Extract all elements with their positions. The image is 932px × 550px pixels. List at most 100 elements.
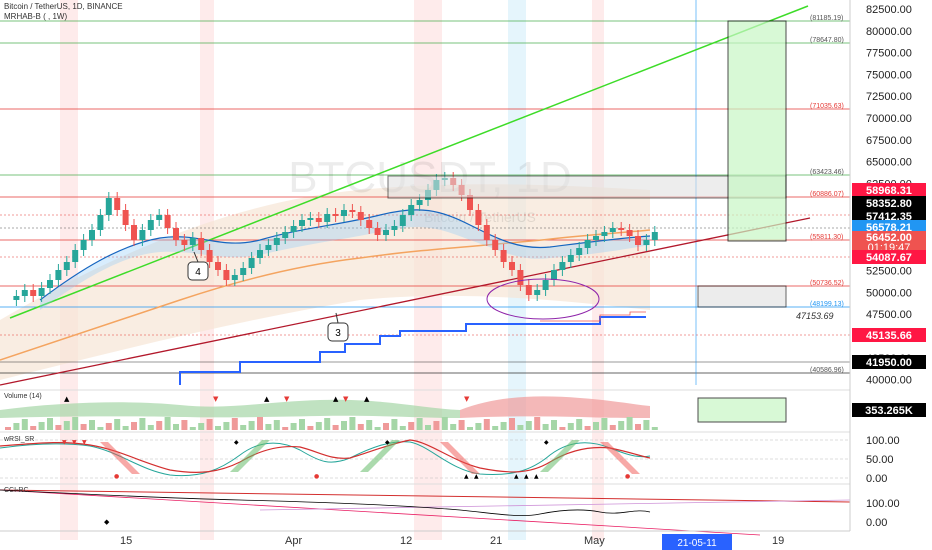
candle-body[interactable]: [13, 296, 20, 300]
candle-body[interactable]: [30, 290, 37, 296]
candle-body[interactable]: [626, 230, 633, 236]
support-box[interactable]: [697, 285, 787, 308]
volume-bar: [206, 419, 213, 430]
candle-body[interactable]: [542, 280, 549, 290]
candle-body[interactable]: [206, 250, 213, 262]
candle-body[interactable]: [265, 245, 272, 250]
time-axis[interactable]: 15 Apr 12 21 May 19: [120, 535, 784, 547]
candle-body[interactable]: [21, 290, 28, 296]
red-trendline[interactable]: [0, 217, 811, 386]
candle-body[interactable]: [576, 248, 583, 255]
candle-body[interactable]: [97, 215, 104, 230]
current-date-badge: [662, 534, 732, 550]
candle-body[interactable]: [500, 250, 507, 262]
volume-bar: [584, 426, 591, 430]
candle-body[interactable]: [122, 210, 129, 225]
wave-4-callout[interactable]: 4: [187, 251, 209, 281]
candle-body[interactable]: [341, 210, 347, 216]
price-tick: 77500.00: [866, 48, 912, 60]
candle-body[interactable]: [38, 288, 45, 296]
candle-body[interactable]: [534, 290, 541, 295]
level-label-47153: 47153.69: [796, 311, 834, 321]
wave-4-label: 4: [195, 267, 201, 278]
candle-body[interactable]: [567, 255, 574, 262]
candle-body[interactable]: [240, 268, 247, 275]
candle-body[interactable]: [198, 238, 205, 250]
candle-body[interactable]: [483, 225, 490, 240]
candle-body[interactable]: [643, 240, 650, 245]
candle-body[interactable]: [374, 228, 381, 235]
candle-body[interactable]: [290, 226, 297, 232]
candle-body[interactable]: [147, 220, 154, 230]
candle-body[interactable]: [416, 200, 423, 205]
resistance-box[interactable]: [387, 175, 787, 199]
candle-body[interactable]: [366, 220, 373, 228]
candlesticks[interactable]: [13, 172, 658, 306]
candle-body[interactable]: [525, 285, 532, 295]
candle-body[interactable]: [315, 218, 322, 222]
candle-body[interactable]: [231, 275, 238, 280]
volume-bar: [55, 425, 62, 430]
candle-body[interactable]: [618, 228, 625, 230]
candle-body[interactable]: [332, 214, 339, 216]
candle-body[interactable]: [517, 270, 524, 285]
chart-title[interactable]: Bitcoin / TetherUS, 1D, BINANCE: [4, 2, 123, 11]
candle-body[interactable]: [80, 240, 87, 250]
volume-bar: [63, 421, 70, 430]
candle-body[interactable]: [173, 228, 179, 240]
volume-bar: [315, 422, 322, 430]
candle-body[interactable]: [156, 215, 163, 220]
svg-text:▼: ▼: [343, 395, 349, 403]
candle-body[interactable]: [509, 262, 515, 270]
candle-body[interactable]: [47, 280, 53, 288]
candle-body[interactable]: [105, 198, 112, 215]
candle-body[interactable]: [282, 232, 289, 238]
candle-body[interactable]: [584, 240, 591, 248]
wave-3-callout[interactable]: 3: [327, 312, 349, 342]
candle-body[interactable]: [601, 232, 608, 236]
candle-body[interactable]: [609, 228, 616, 232]
candle-body[interactable]: [114, 198, 121, 210]
green-trendline[interactable]: [9, 5, 809, 319]
candle-body[interactable]: [635, 236, 641, 245]
candle-body[interactable]: [55, 270, 62, 280]
candle-body[interactable]: [349, 210, 356, 212]
volume-green-area: [0, 399, 460, 418]
volume-target-box[interactable]: [697, 397, 787, 423]
candle-body[interactable]: [273, 238, 280, 245]
indicator-title[interactable]: MRHAB-B ( , 1W): [4, 12, 67, 21]
svg-text:▲: ▲: [474, 473, 479, 480]
candle-body[interactable]: [492, 240, 499, 250]
candle-body[interactable]: [63, 262, 70, 270]
candle-body[interactable]: [131, 225, 137, 240]
candle-body[interactable]: [248, 258, 255, 268]
candle-body[interactable]: [307, 218, 314, 220]
candle-body[interactable]: [475, 210, 482, 225]
candle-body[interactable]: [72, 250, 79, 262]
target-box[interactable]: [727, 20, 787, 242]
candle-body[interactable]: [223, 270, 230, 280]
candle-body[interactable]: [164, 215, 171, 228]
candle-body[interactable]: [651, 232, 658, 240]
candle-body[interactable]: [391, 226, 398, 230]
candle-body[interactable]: [324, 214, 331, 222]
candle-body[interactable]: [467, 195, 473, 210]
candle-body[interactable]: [139, 230, 146, 240]
candle-body[interactable]: [399, 215, 406, 226]
candle-body[interactable]: [189, 238, 196, 245]
candle-body[interactable]: [257, 250, 263, 258]
candle-body[interactable]: [551, 270, 557, 280]
candle-body[interactable]: [299, 220, 305, 226]
candle-body[interactable]: [408, 205, 415, 215]
candle-body[interactable]: [559, 262, 566, 270]
candle-body[interactable]: [357, 212, 364, 220]
candle-body[interactable]: [181, 240, 188, 245]
bottom-ellipse[interactable]: [486, 278, 600, 320]
candle-body[interactable]: [89, 230, 95, 240]
price-envelope: [0, 184, 650, 380]
volume-bar: [5, 427, 11, 430]
candle-body[interactable]: [383, 230, 389, 235]
candle-body[interactable]: [215, 262, 221, 270]
candle-body[interactable]: [593, 236, 599, 240]
